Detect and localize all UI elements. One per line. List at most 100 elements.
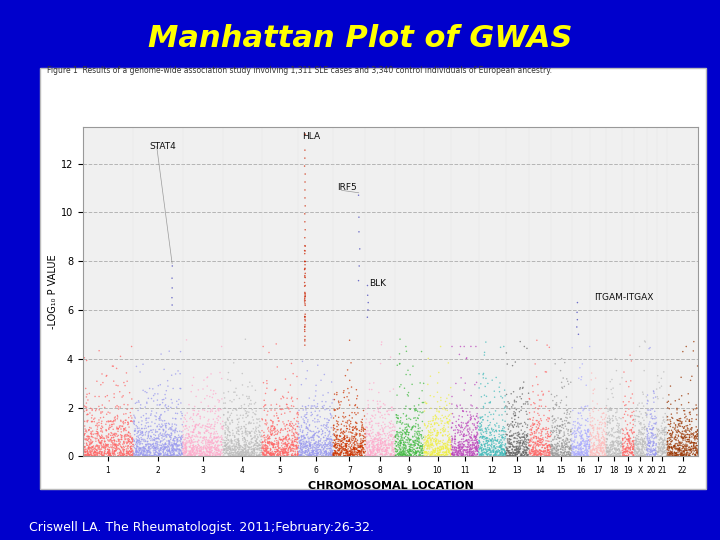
Point bbox=[310, 451, 322, 460]
Point bbox=[364, 385, 375, 394]
Point bbox=[94, 433, 106, 441]
Point bbox=[529, 449, 541, 457]
Point bbox=[315, 447, 327, 456]
Point bbox=[493, 427, 505, 435]
Point bbox=[680, 434, 691, 442]
Point bbox=[83, 437, 94, 446]
Point bbox=[551, 449, 562, 458]
Point bbox=[598, 427, 609, 435]
Point bbox=[194, 448, 206, 456]
Point bbox=[690, 431, 701, 440]
Point bbox=[107, 446, 118, 455]
Point bbox=[86, 448, 97, 456]
Point bbox=[323, 450, 335, 458]
Point bbox=[499, 450, 510, 459]
Point bbox=[541, 425, 552, 434]
Point bbox=[96, 437, 107, 445]
Point bbox=[264, 449, 276, 458]
Point bbox=[150, 428, 162, 436]
Point bbox=[644, 442, 655, 451]
Point bbox=[575, 429, 586, 438]
Point bbox=[534, 449, 546, 458]
Point bbox=[262, 431, 274, 440]
Point bbox=[485, 418, 496, 427]
Point bbox=[566, 436, 577, 445]
Point bbox=[552, 442, 564, 450]
Point bbox=[567, 445, 578, 454]
Point bbox=[555, 447, 567, 456]
Point bbox=[610, 408, 621, 417]
Point bbox=[657, 450, 668, 458]
Point bbox=[233, 418, 245, 427]
Point bbox=[665, 451, 676, 460]
Point bbox=[137, 429, 148, 437]
Point bbox=[675, 417, 686, 426]
Point bbox=[379, 401, 391, 409]
Point bbox=[243, 450, 255, 459]
Point bbox=[395, 449, 407, 457]
Point bbox=[606, 450, 617, 458]
Point bbox=[581, 447, 593, 455]
Point bbox=[171, 444, 183, 453]
Point bbox=[365, 450, 377, 458]
Point bbox=[318, 391, 329, 400]
Point bbox=[606, 442, 618, 450]
Point bbox=[323, 444, 335, 453]
Point bbox=[413, 420, 424, 429]
Point bbox=[316, 442, 328, 450]
Point bbox=[513, 430, 524, 439]
Point bbox=[297, 448, 309, 457]
Point bbox=[672, 421, 684, 429]
Point bbox=[500, 440, 511, 449]
Point bbox=[334, 449, 346, 458]
Point bbox=[599, 436, 611, 444]
Point bbox=[604, 416, 616, 425]
Point bbox=[589, 446, 600, 454]
Point bbox=[222, 449, 233, 458]
Point bbox=[542, 443, 554, 452]
Point bbox=[390, 444, 401, 453]
Point bbox=[690, 448, 702, 457]
Point bbox=[585, 436, 596, 444]
Point bbox=[395, 451, 407, 460]
Point bbox=[481, 436, 492, 445]
Point bbox=[96, 451, 108, 460]
Point bbox=[109, 440, 121, 449]
Point bbox=[145, 409, 157, 418]
Point bbox=[648, 437, 660, 446]
Point bbox=[490, 444, 501, 453]
Point bbox=[361, 446, 373, 455]
Point bbox=[390, 411, 402, 420]
Point bbox=[184, 442, 196, 451]
Point bbox=[629, 446, 640, 454]
Point bbox=[199, 433, 210, 441]
Point bbox=[565, 436, 577, 445]
Point bbox=[605, 438, 616, 447]
Point bbox=[273, 443, 284, 451]
Point bbox=[349, 451, 361, 460]
Point bbox=[315, 421, 327, 430]
Point bbox=[269, 451, 280, 460]
Point bbox=[141, 451, 153, 460]
Point bbox=[365, 447, 377, 455]
Point bbox=[549, 451, 561, 460]
Point bbox=[404, 446, 415, 455]
Point bbox=[91, 431, 103, 440]
Point bbox=[384, 452, 395, 461]
Point bbox=[472, 437, 483, 446]
Point bbox=[486, 441, 498, 449]
Point bbox=[375, 440, 387, 448]
Point bbox=[626, 428, 638, 437]
Point bbox=[349, 408, 361, 417]
Point bbox=[167, 446, 179, 455]
Point bbox=[330, 406, 341, 414]
Point bbox=[608, 384, 619, 393]
Point bbox=[560, 450, 572, 459]
Point bbox=[531, 451, 543, 460]
Point bbox=[184, 451, 196, 460]
Point bbox=[476, 441, 487, 450]
Point bbox=[229, 435, 240, 444]
Point bbox=[642, 444, 653, 453]
Point bbox=[425, 450, 436, 459]
Point bbox=[556, 415, 567, 423]
